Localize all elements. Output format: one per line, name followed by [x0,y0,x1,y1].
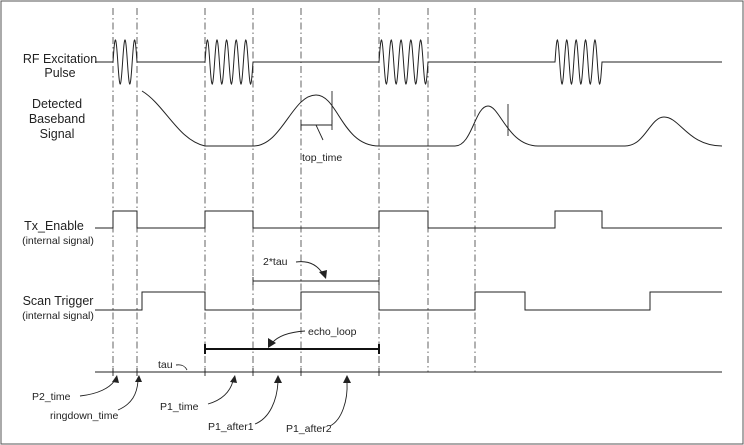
rf-label-line1: RF Excitation [23,52,97,66]
baseband-label-line3: Signal [40,127,75,141]
p2-time-arrow [112,375,119,383]
p1-after1-label: P1_after1 [208,421,254,433]
scan-trigger-waveform [95,291,722,311]
two-tau-span [252,277,380,285]
baseband-label-line2: Baseband [29,112,85,126]
scan-trigger-label: Scan Trigger [23,294,94,308]
baseband-label-line1: Detected [32,97,82,111]
tau-label: tau [158,359,173,371]
p1-time-leader [207,380,234,405]
rf-label-line2: Pulse [44,66,75,80]
echo-loop-leader [271,330,306,344]
p1-after1-leader [254,381,279,425]
p1-after2-label: P1_after2 [286,423,332,435]
two-tau-leader [295,261,324,275]
p2-time-leader [79,379,116,397]
echo-loop-span [204,344,380,354]
baseband-waveform [141,90,723,147]
echo-loop-label: echo_loop [308,326,357,338]
echo-loop-arrow [268,338,276,348]
p1-after1-arrow [274,375,282,383]
ringdown-time-label: ringdown_time [50,410,118,422]
ringdown-time-leader [117,380,139,411]
p1-time-arrow [230,375,237,383]
time-guides [112,8,476,372]
top-time-bracket [300,120,333,141]
p1-after2-leader [329,381,348,427]
p1-time-label: P1_time [160,401,199,413]
p1-after2-arrow [343,375,351,383]
tau-leader [175,364,188,371]
rf-excitation-waveform [95,38,722,86]
tx-enable-sublabel: (internal signal) [22,235,94,247]
top-time-label: top_time [302,152,342,164]
tx-enable-label: Tx_Enable [24,219,84,233]
p2-time-label: P2_time [32,391,71,403]
scan-trigger-sublabel: (internal signal) [22,310,94,322]
tx-enable-waveform [95,210,722,229]
two-tau-label: 2*tau [263,256,288,268]
two-tau-arrow [319,270,327,279]
time-axis [95,368,722,376]
ringdown-time-arrow [135,375,142,382]
